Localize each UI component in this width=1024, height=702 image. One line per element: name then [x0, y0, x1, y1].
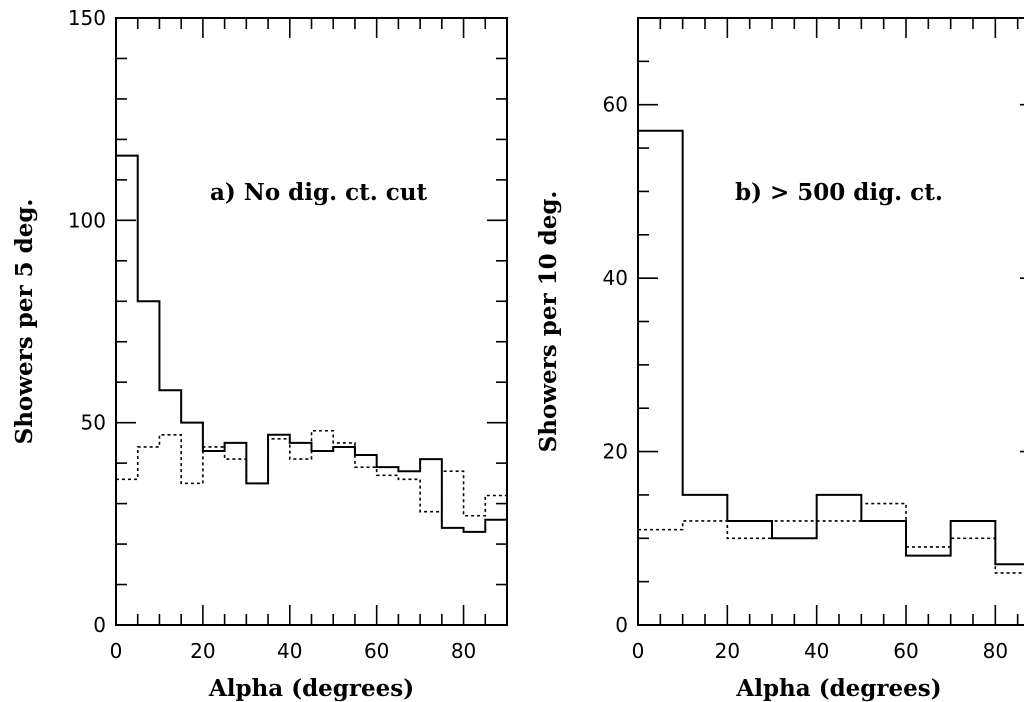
y-tick-label: 0: [93, 613, 106, 637]
y-tick-label: 20: [603, 440, 628, 464]
histogram-dotted-line: [116, 429, 507, 517]
x-tick-label: 80: [983, 639, 1008, 663]
panel-a-annotation: a) No dig. ct. cut: [210, 179, 427, 206]
panel-a: 0 20 40 60 80 0 50 100 150 Alpha (degrees) Show…: [11, 6, 508, 702]
panel-b: 0 20 40 60 80 0 20 40 60 Alpha (degrees) Shower…: [535, 17, 1024, 702]
histogram-solid-line: [638, 129, 1024, 566]
panel-a-x-axis-label: Alpha (degrees): [208, 675, 414, 702]
x-tick-label: 0: [632, 639, 645, 663]
x-tick-label: 80: [451, 639, 476, 663]
y-tick-label: 0: [615, 613, 628, 637]
x-tick-label: 20: [715, 639, 740, 663]
x-tick-label: 60: [364, 639, 389, 663]
panel-b-series: [638, 129, 1024, 574]
x-tick-label: 40: [277, 639, 302, 663]
x-tick-label: 40: [804, 639, 829, 663]
histogram-dotted-line: [638, 502, 1024, 574]
panel-a-y-tick-labels: 0 50 100 150: [68, 6, 106, 637]
panel-b-ticks: [637, 17, 1024, 626]
y-tick-label: 150: [68, 6, 106, 30]
panel-a-x-tick-labels: 0 20 40 60 80: [110, 639, 477, 663]
x-tick-label: 60: [893, 639, 918, 663]
panel-b-x-tick-labels: 0 20 40 60 80: [632, 639, 1008, 663]
panel-b-y-axis-label: Showers per 10 deg.: [535, 191, 562, 453]
y-tick-label: 50: [81, 411, 106, 435]
panel-b-x-axis-label: Alpha (degrees): [735, 675, 941, 702]
histogram-solid-line: [116, 154, 507, 533]
x-tick-label: 0: [110, 639, 123, 663]
panel-a-ticks: [115, 17, 508, 626]
y-tick-label: 40: [603, 266, 628, 290]
panel-a-frame: [115, 17, 508, 626]
panel-a-y-axis-label: Showers per 5 deg.: [11, 199, 38, 445]
panel-b-annotation: b) > 500 dig. ct.: [735, 179, 943, 206]
y-tick-label: 60: [603, 93, 628, 117]
y-tick-label: 100: [68, 208, 106, 232]
x-tick-label: 20: [190, 639, 215, 663]
panel-b-frame: [637, 17, 1024, 626]
panel-b-y-tick-labels: 0 20 40 60: [603, 93, 628, 637]
panel-a-series: [116, 154, 507, 533]
